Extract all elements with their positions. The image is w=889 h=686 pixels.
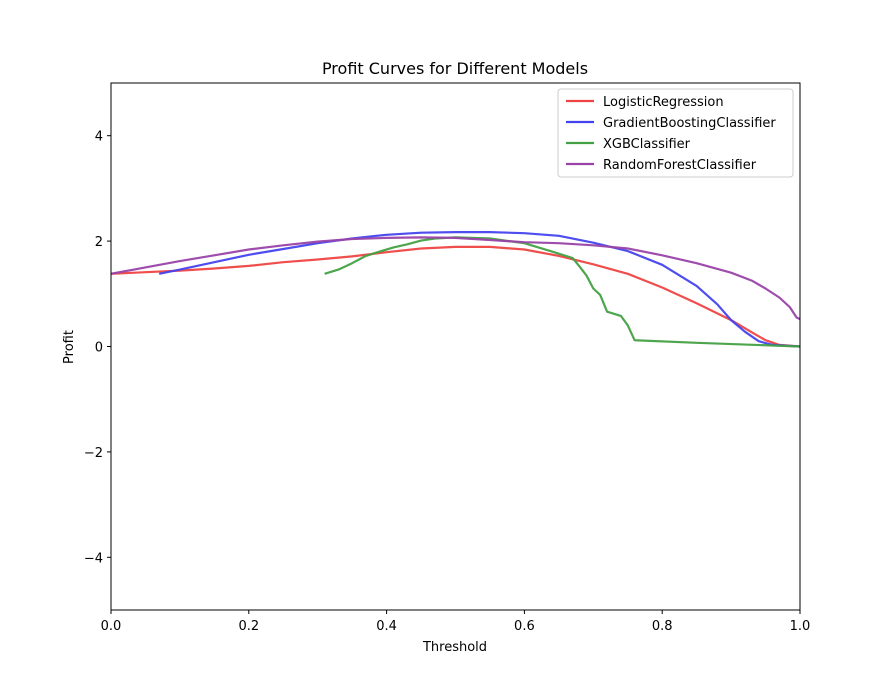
legend-label: XGBClassifier [603,137,691,152]
series-line-randomforestclassifier [111,236,800,321]
series-layer [111,231,800,348]
legend-label: LogisticRegression [603,95,724,110]
legend-label: GradientBoostingClassifier [603,116,776,131]
y-axis-label: Profit [62,330,77,364]
x-tick-label: 0.0 [101,619,122,634]
x-tick-label: 1.0 [790,619,811,634]
chart-title: Profit Curves for Different Models [322,59,588,78]
x-tick-label: 0.4 [376,619,397,634]
legend-label: RandomForestClassifier [603,158,757,173]
y-tick-label: −4 [84,551,103,566]
x-axis: 0.0 0.2 0.4 0.6 0.8 1.0 [101,610,811,634]
series-line-gradientboostingclassifier [158,231,800,348]
y-tick-label: 2 [95,235,103,250]
legend: LogisticRegression GradientBoostingClassi… [557,88,794,178]
y-tick-label: 0 [95,341,103,356]
series-line-xgbclassifier [324,236,800,348]
x-tick-label: 0.6 [514,619,535,634]
x-tick-label: 0.2 [238,619,259,634]
y-tick-label: 4 [95,130,103,145]
legend-box [557,88,794,178]
x-axis-label: Threshold [422,640,487,655]
y-axis: −4 −2 0 2 4 [84,130,111,566]
x-tick-label: 0.8 [652,619,673,634]
series-line-logisticregression [111,245,800,348]
y-tick-label: −2 [84,446,103,461]
